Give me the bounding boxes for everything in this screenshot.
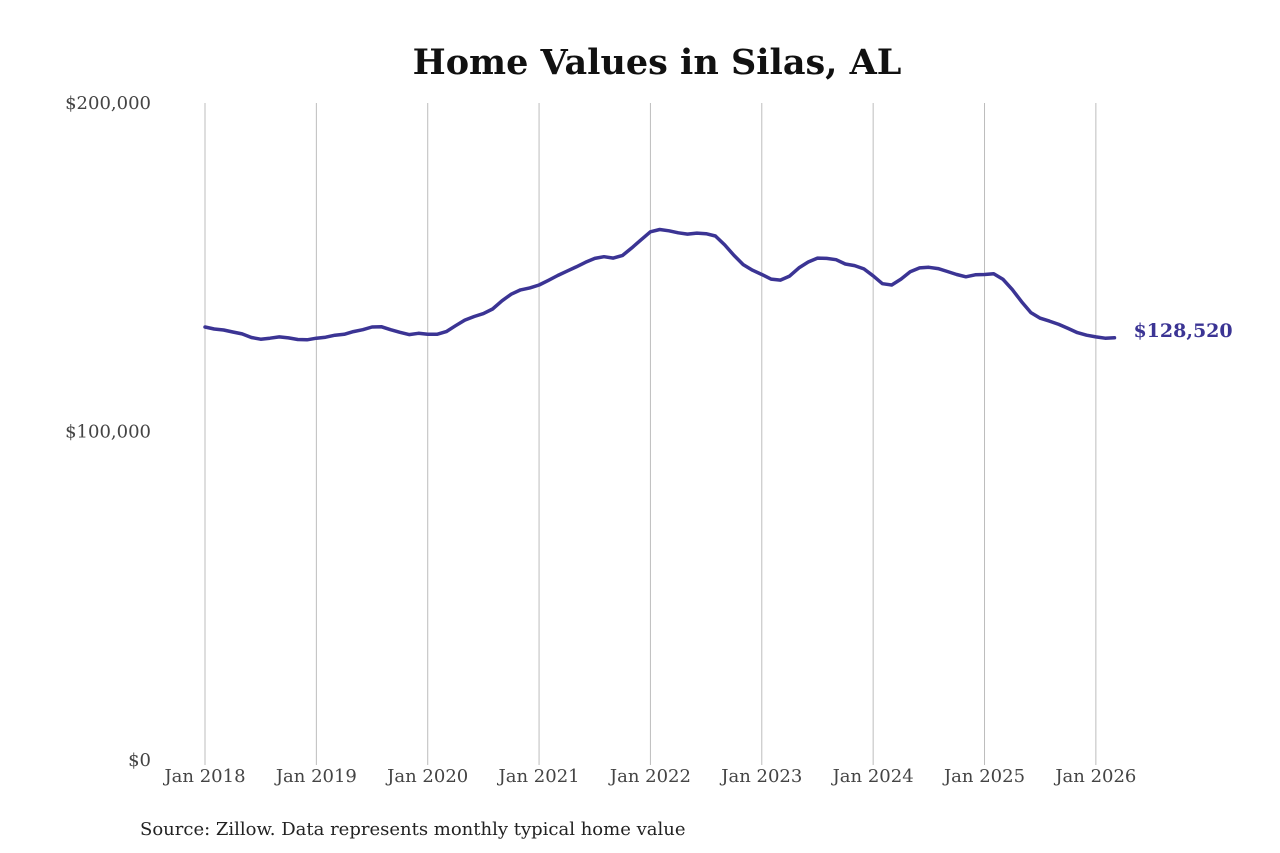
x-tick-label: Jan 2026 <box>1053 766 1136 787</box>
y-axis-ticks: $0 $100,000 $200,000 <box>65 93 151 771</box>
x-tick-label: Jan 2025 <box>942 766 1025 787</box>
chart-title: Home Values in Silas, AL <box>413 42 902 83</box>
x-tick-label: Jan 2022 <box>608 766 691 787</box>
y-tick-label: $200,000 <box>65 93 151 114</box>
gridlines <box>204 103 1097 765</box>
x-tick-label: Jan 2024 <box>831 766 914 787</box>
x-tick-label: Jan 2019 <box>274 766 357 787</box>
y-tick-label: $0 <box>128 750 151 771</box>
latest-value-label: $128,520 <box>1133 320 1232 342</box>
home-value-line <box>203 227 1117 342</box>
x-tick-label: Jan 2021 <box>497 766 580 787</box>
x-tick-label: Jan 2023 <box>719 766 802 787</box>
x-tick-label: Jan 2018 <box>162 766 245 787</box>
y-tick-label: $100,000 <box>65 422 151 443</box>
x-tick-label: Jan 2020 <box>385 766 468 787</box>
x-axis-ticks: Jan 2018 Jan 2019 Jan 2020 Jan 2021 Jan 2022… <box>162 766 1136 787</box>
source-note: Source: Zillow. Data represents monthly … <box>140 819 686 840</box>
